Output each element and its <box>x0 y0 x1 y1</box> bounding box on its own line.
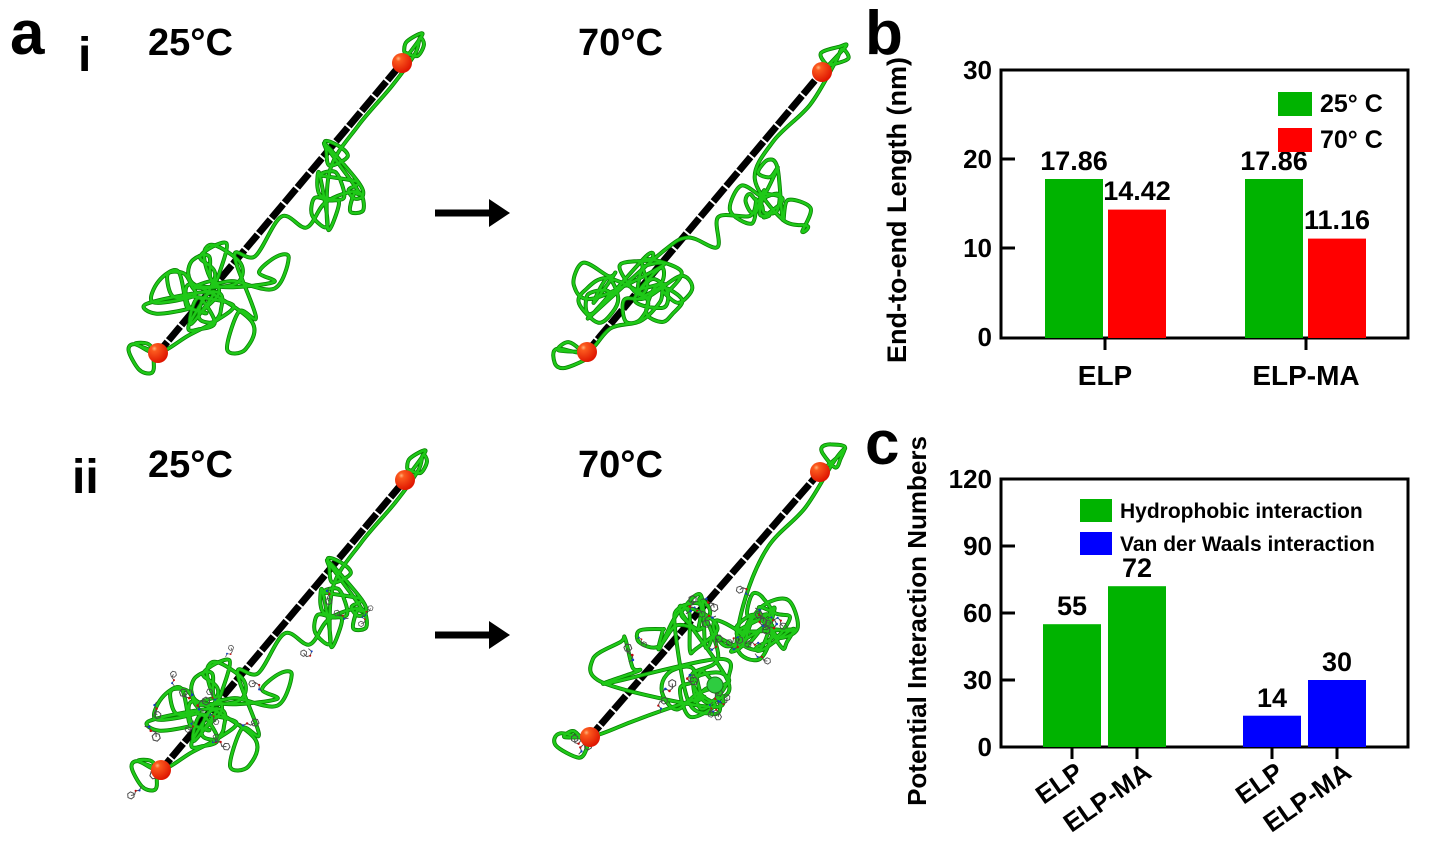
svg-text:14.42: 14.42 <box>1103 176 1171 206</box>
svg-text:10: 10 <box>963 233 992 263</box>
svg-text:17.86: 17.86 <box>1040 146 1108 176</box>
svg-text:90: 90 <box>963 531 992 561</box>
svg-text:End-to-end Length (nm): End-to-end Length (nm) <box>882 57 912 363</box>
svg-text:30: 30 <box>963 665 992 695</box>
svg-text:25° C: 25° C <box>1320 90 1383 118</box>
svg-text:30: 30 <box>1322 647 1352 677</box>
svg-text:Hydrophobic interaction: Hydrophobic interaction <box>1120 500 1363 523</box>
svg-text:70° C: 70° C <box>1320 126 1383 154</box>
svg-text:55: 55 <box>1057 591 1087 621</box>
svg-text:0: 0 <box>978 322 992 352</box>
svg-text:120: 120 <box>949 464 992 494</box>
svg-text:0: 0 <box>978 732 992 762</box>
svg-text:Potential Interaction Numbers: Potential Interaction Numbers <box>902 436 932 806</box>
svg-text:72: 72 <box>1122 553 1152 583</box>
svg-text:ELP-MA: ELP-MA <box>1252 360 1359 391</box>
svg-text:14: 14 <box>1257 683 1287 713</box>
svg-text:30: 30 <box>963 55 992 85</box>
svg-text:ELP: ELP <box>1078 360 1132 391</box>
svg-text:Van der Waals interaction: Van der Waals interaction <box>1120 533 1375 556</box>
svg-text:11.16: 11.16 <box>1304 205 1370 235</box>
svg-text:60: 60 <box>963 598 992 628</box>
svg-text:20: 20 <box>963 144 992 174</box>
